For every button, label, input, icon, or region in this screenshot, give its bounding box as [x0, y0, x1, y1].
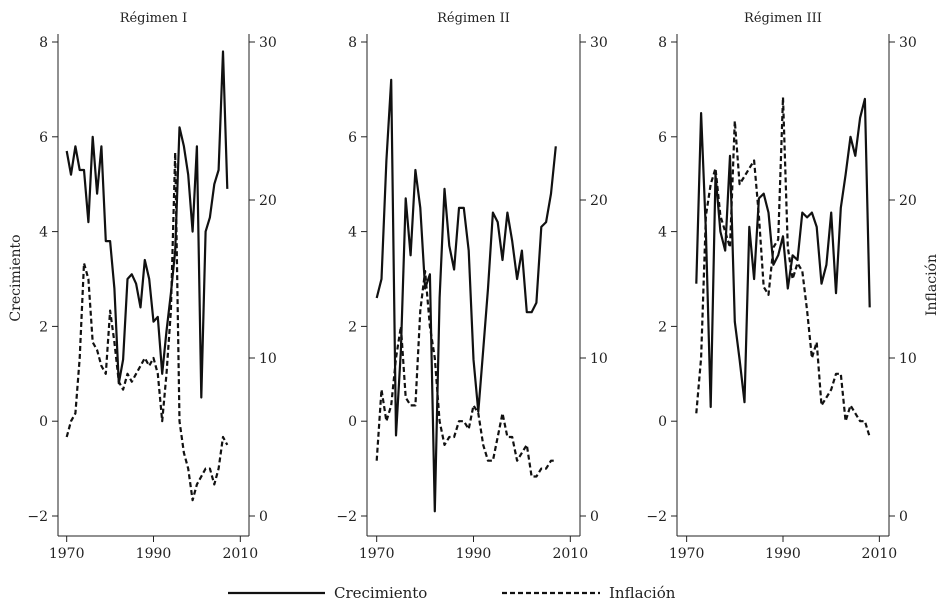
x-tick-label: 1990	[765, 546, 801, 562]
x-tick-label: 2010	[552, 546, 588, 562]
panel-1-inflation-line	[65, 151, 229, 502]
right-tick-label: 20	[899, 193, 917, 209]
right-axis-title: Inflación	[924, 254, 940, 316]
legend: Crecimiento Inflación	[228, 584, 676, 601]
legend-inflation-label: Inflación	[609, 584, 676, 601]
x-tick-label: 1970	[49, 546, 85, 562]
left-tick-label: 0	[39, 414, 48, 430]
right-tick-label: 30	[259, 35, 277, 51]
left-tick-label: 0	[348, 414, 357, 430]
x-tick-label: 1970	[359, 546, 395, 562]
panel-2-growth-line	[375, 78, 557, 513]
right-tick-label: 0	[899, 509, 908, 525]
panel-3-title: Régimen III	[744, 11, 822, 26]
left-tick-label: 2	[39, 319, 48, 335]
right-tick-label: 20	[259, 193, 277, 209]
left-tick-label: 4	[658, 225, 667, 241]
panel-1-title: Régimen I	[120, 11, 188, 26]
left-tick-label: 2	[658, 319, 667, 335]
panel-2-inflation-line	[375, 270, 556, 478]
right-tick-label: 10	[899, 351, 917, 367]
left-tick-label: 6	[348, 130, 357, 146]
x-tick-label: 1970	[669, 546, 705, 562]
right-tick-label: 10	[590, 351, 608, 367]
right-tick-label: 0	[259, 509, 268, 525]
right-tick-label: 30	[590, 35, 608, 51]
left-tick-label: 4	[348, 225, 357, 241]
left-axis-title: Crecimiento	[8, 234, 24, 321]
panel-1: Régimen I −2 0 2 4 6 8 0 10 20 30 1970 1990 2010	[27, 11, 276, 562]
panel-1-growth-line	[65, 50, 229, 399]
panel-2-title: Régimen II	[437, 11, 510, 26]
legend-growth-label: Crecimiento	[334, 584, 427, 601]
left-tick-label: 6	[658, 130, 667, 146]
left-tick-label: 8	[39, 35, 48, 51]
left-tick-label: 6	[39, 130, 48, 146]
left-tick-label: −2	[646, 509, 667, 525]
x-tick-label: 2010	[222, 546, 258, 562]
left-tick-label: 2	[348, 319, 357, 335]
x-tick-label: 2010	[862, 546, 898, 562]
left-tick-label: 8	[658, 35, 667, 51]
x-tick-label: 1990	[136, 546, 172, 562]
panel-2: Régimen II −2 0 2 4 6 8 0 10 20 30 1970 1990 2010	[336, 11, 607, 562]
left-tick-label: −2	[336, 509, 357, 525]
left-tick-label: 8	[348, 35, 357, 51]
panel-3: Régimen III −2 0 2 4 6 8 0 10 20 30 1970 1990 2010	[646, 11, 916, 562]
right-tick-label: 10	[259, 351, 277, 367]
right-tick-label: 0	[590, 509, 599, 525]
panel-3-inflation-line	[695, 96, 871, 438]
right-tick-label: 20	[590, 193, 608, 209]
right-tick-label: 30	[899, 35, 917, 51]
left-tick-label: 4	[39, 225, 48, 241]
x-tick-label: 1990	[456, 546, 492, 562]
left-tick-label: 0	[658, 414, 667, 430]
left-tick-label: −2	[27, 509, 48, 525]
panel-3-growth-line	[695, 97, 871, 409]
